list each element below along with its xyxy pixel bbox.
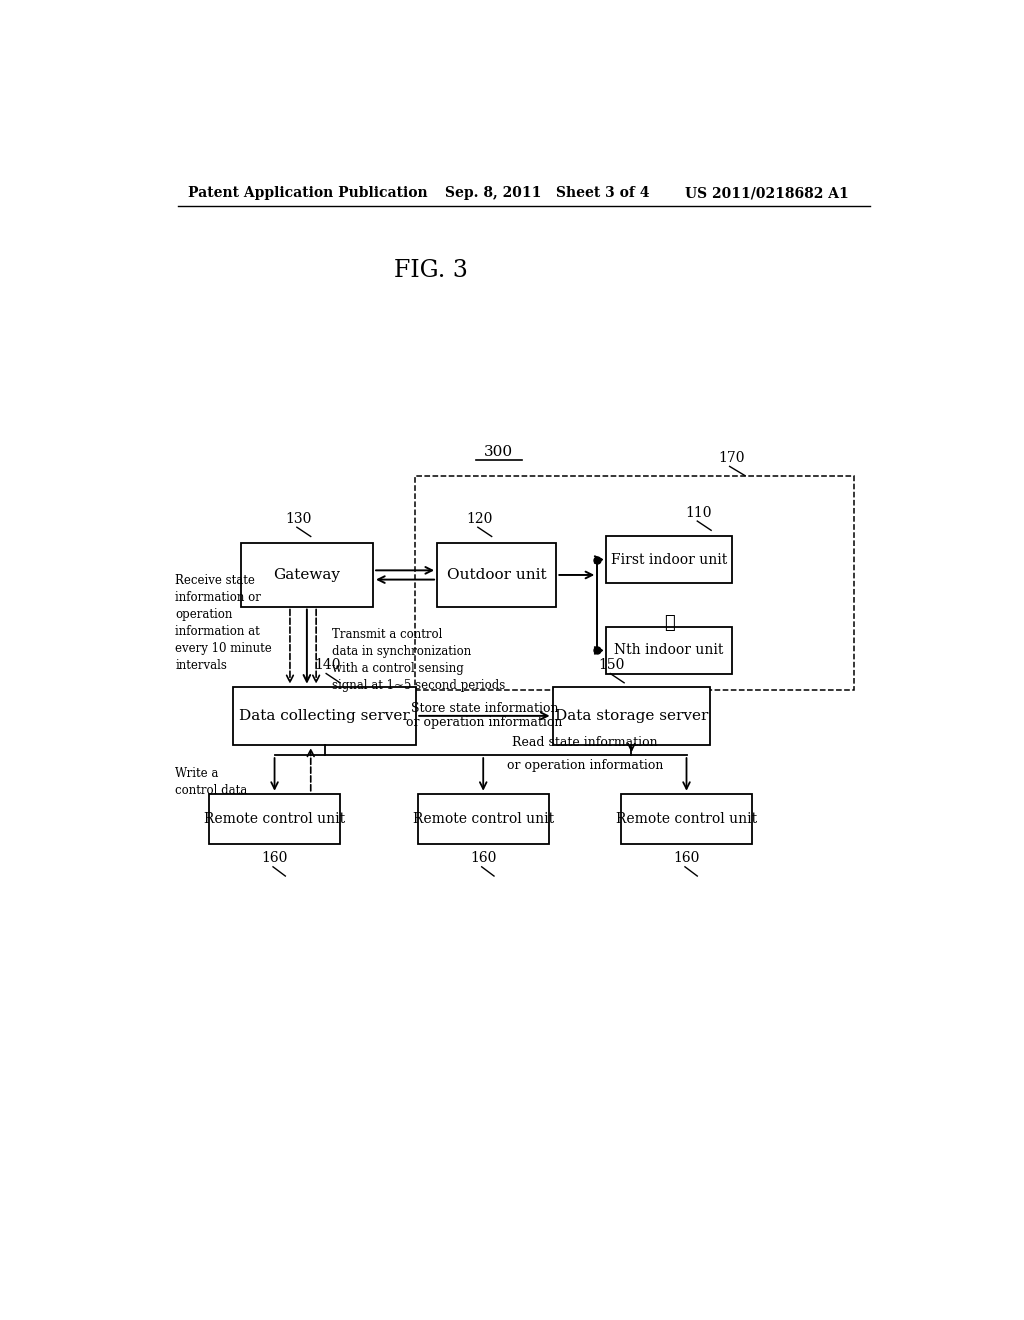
Text: 300: 300 — [484, 445, 513, 459]
Text: or operation information: or operation information — [507, 759, 664, 772]
Text: US 2011/0218682 A1: US 2011/0218682 A1 — [685, 186, 849, 201]
Text: Nth indoor unit: Nth indoor unit — [614, 643, 724, 657]
Text: 170: 170 — [718, 451, 744, 465]
Text: Read state information: Read state information — [512, 737, 657, 748]
Text: Store state information: Store state information — [411, 702, 558, 714]
Text: 130: 130 — [286, 512, 311, 525]
Text: 160: 160 — [261, 851, 288, 866]
Text: 110: 110 — [686, 506, 712, 520]
Text: 150: 150 — [599, 657, 625, 672]
Text: First indoor unit: First indoor unit — [611, 553, 727, 566]
Bar — [606, 536, 732, 583]
Text: FIG. 3: FIG. 3 — [394, 259, 468, 281]
Text: Remote control unit: Remote control unit — [204, 812, 345, 826]
Text: Receive state
information or
operation
information at
every 10 minute
intervals: Receive state information or operation i… — [175, 574, 272, 672]
Text: or operation information: or operation information — [407, 715, 562, 729]
Bar — [621, 793, 752, 843]
Text: Outdoor unit: Outdoor unit — [446, 568, 547, 582]
Text: Remote control unit: Remote control unit — [616, 812, 757, 826]
Text: Data storage server: Data storage server — [555, 709, 709, 723]
Text: Patent Application Publication: Patent Application Publication — [188, 186, 428, 201]
Text: 120: 120 — [466, 512, 493, 525]
Text: Sep. 8, 2011   Sheet 3 of 4: Sep. 8, 2011 Sheet 3 of 4 — [444, 186, 649, 201]
Bar — [209, 793, 340, 843]
Text: 160: 160 — [674, 851, 699, 866]
Text: ⋮: ⋮ — [665, 615, 675, 632]
Bar — [233, 686, 416, 744]
Text: Transmit a control
data in synchronization
with a control sensing
signal at 1~5 : Transmit a control data in synchronizati… — [333, 628, 506, 692]
Text: 140: 140 — [314, 657, 341, 672]
Bar — [416, 475, 854, 689]
Bar — [553, 686, 711, 744]
Text: Gateway: Gateway — [273, 568, 340, 582]
Text: Data collecting server: Data collecting server — [240, 709, 410, 723]
Text: 160: 160 — [470, 851, 497, 866]
Text: Write a
control data: Write a control data — [175, 767, 248, 797]
Bar — [606, 627, 732, 675]
Bar — [418, 793, 549, 843]
Bar — [241, 544, 373, 607]
Text: Remote control unit: Remote control unit — [413, 812, 554, 826]
Bar — [437, 544, 556, 607]
